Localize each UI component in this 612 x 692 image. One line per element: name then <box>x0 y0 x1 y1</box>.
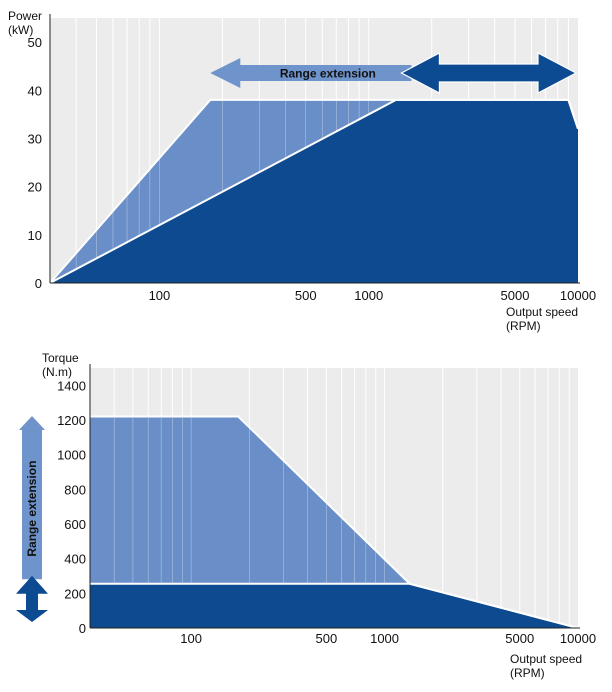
y-tick-label: 10 <box>28 228 42 243</box>
x-tick-label: 5000 <box>501 288 530 303</box>
y-tick-label: 0 <box>35 276 42 291</box>
dark-area <box>50 99 578 284</box>
y-tick-label: 30 <box>28 131 42 146</box>
x-tick-label: 100 <box>180 631 202 646</box>
x-tick-label: 500 <box>295 288 317 303</box>
y-tick-label: 200 <box>64 586 86 601</box>
x-axis-label: (RPM) <box>506 319 541 333</box>
x-tick-label: 5000 <box>505 631 534 646</box>
y-tick-label: 1000 <box>57 448 86 463</box>
dark-boundary-line <box>49 98 579 284</box>
torque-chart: 0 200 400 600 800 1000 1200 1400 100 500 1000 5000 1… <box>16 351 596 680</box>
y-axis-label: Power <box>8 9 42 23</box>
y-axis-label: Torque <box>42 351 79 365</box>
x-tick-label: 100 <box>149 288 171 303</box>
range-arrow-dark-vertical <box>16 575 48 622</box>
x-axis-label: Output speed <box>506 305 578 319</box>
y-tick-label: 400 <box>64 552 86 567</box>
y-tick-label: 1400 <box>57 378 86 393</box>
range-extension-label: Range extension <box>280 67 376 81</box>
y-tick-label: 1200 <box>57 413 86 428</box>
y-tick-label: 0 <box>79 621 86 636</box>
x-tick-label: 1000 <box>354 288 383 303</box>
light-area <box>90 416 578 628</box>
range-extension-label: Range extension <box>25 461 39 557</box>
power-chart: 0 10 20 30 40 50 100 500 1000 5000 10000 Power(kW) O… <box>8 9 596 333</box>
range-extension-arrow <box>210 58 412 88</box>
y-tick-label: 50 <box>28 35 42 50</box>
x-axis-label: (RPM) <box>510 666 545 680</box>
y-tick-label: 800 <box>64 482 86 497</box>
y-tick-label: 40 <box>28 83 42 98</box>
x-axis-label: Output speed <box>510 652 582 666</box>
y-tick-label: 20 <box>28 180 42 195</box>
y-axis-label: (kW) <box>8 23 33 37</box>
x-tick-label: 500 <box>315 631 337 646</box>
dark-area <box>90 583 578 628</box>
range-extension-arrow-vertical <box>19 416 45 580</box>
y-axis-label: (N.m) <box>42 365 72 379</box>
dark-boundary-line <box>90 582 579 629</box>
x-tick-label: 10000 <box>560 631 596 646</box>
x-tick-label: 10000 <box>560 288 596 303</box>
x-tick-label: 1000 <box>370 631 399 646</box>
range-arrow-dark <box>400 52 578 94</box>
y-tick-label: 600 <box>64 517 86 532</box>
